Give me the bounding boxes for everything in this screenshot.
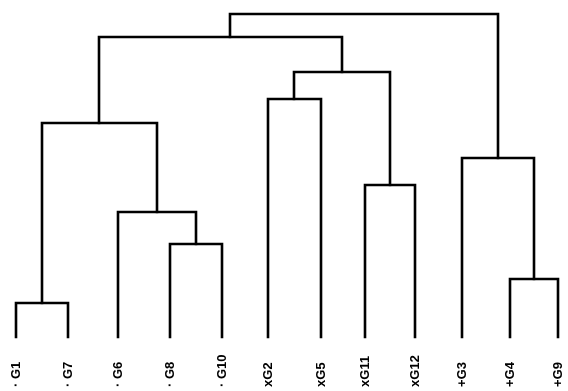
link-g3-g4g9 (460, 156, 536, 339)
dendrogram-branches (14, 12, 560, 339)
link-g6-g8g10 (116, 210, 198, 339)
leaf-labels: · G1 · G7 · G6 · G8 · G10 xG2 xG5 xG11 xG12 +G3 +G… (8, 354, 565, 387)
leaf-label: · G8 (162, 362, 177, 387)
leaf-label: xG11 (357, 356, 372, 387)
leaf-label: xG5 (313, 362, 328, 387)
link-root (228, 12, 500, 160)
link-left-mid (97, 35, 344, 125)
leaf-label: · G10 (214, 354, 229, 387)
leaf-label: +G9 (550, 362, 565, 387)
leaf-label: xG2 (260, 362, 275, 387)
link-g2-g5 (266, 97, 323, 339)
leaf-label: · G7 (60, 362, 75, 387)
link-g2g5-g11g12 (292, 70, 392, 187)
leaf-label: +G4 (502, 361, 517, 387)
link-g8-g10 (168, 242, 224, 339)
leaf-label: xG12 (407, 355, 422, 387)
link-g4-g9 (508, 277, 560, 339)
leaf-label: +G3 (454, 362, 469, 387)
link-g1-g7 (14, 301, 70, 339)
leaf-label: · G1 (8, 362, 23, 387)
link-g11-g12 (363, 183, 417, 339)
leaf-label: · G6 (110, 362, 125, 387)
